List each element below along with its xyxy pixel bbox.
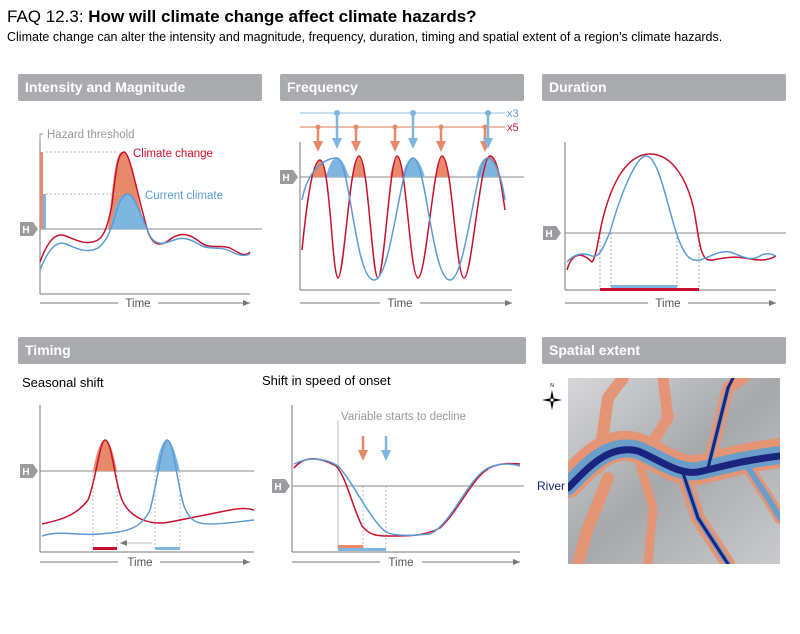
h-label-intensity: H — [22, 225, 29, 236]
sublabel-seasonal-shift: Seasonal shift — [22, 375, 104, 390]
intensity-current-curve — [39, 193, 251, 271]
seasonal-shift-panel: H Time — [20, 405, 255, 569]
hazard-h-marker-duration — [543, 226, 561, 240]
climate-change-label: Climate change — [133, 148, 213, 160]
hazard-h-marker-intensity — [20, 222, 38, 236]
hazard-h-marker-frequency — [280, 170, 298, 184]
h-label-seasonal: H — [22, 467, 29, 478]
panel-header-intensity: Intensity and Magnitude — [18, 74, 262, 101]
faq-number: FAQ 12.3: — [7, 7, 84, 26]
time-label-intensity: Time — [125, 298, 150, 310]
onset-climate-change-curve — [293, 458, 521, 537]
duration-current-curve — [566, 155, 777, 263]
seasonal-change-fill — [93, 440, 117, 471]
panel-header-frequency: Frequency — [280, 74, 524, 101]
spatial-annotations: N River — [537, 383, 565, 493]
onset-speed-panel: Variable starts to decline H Time — [272, 405, 524, 569]
frequency-panel: x3 x5 H — [280, 108, 524, 310]
faq-question: How will climate change affect climate h… — [88, 7, 477, 26]
frequency-current-fills — [326, 158, 498, 177]
time-label-seasonal: Time — [127, 557, 152, 569]
seasonal-current-curve — [41, 439, 255, 537]
current-climate-label: Current climate — [145, 190, 223, 202]
duration-change-bar — [600, 288, 699, 291]
hazard-threshold-label: Hazard threshold — [47, 129, 135, 141]
onset-change-arrow — [358, 436, 368, 461]
duration-current-bar — [611, 285, 677, 288]
onset-current-arrow — [381, 436, 391, 461]
compass-north-label: N — [550, 383, 554, 389]
hazard-h-marker-seasonal — [20, 464, 38, 478]
river-channel — [568, 378, 780, 564]
h-label-frequency: H — [282, 173, 289, 184]
time-label-onset: Time — [388, 557, 413, 569]
time-label-duration: Time — [655, 298, 680, 310]
river-label: River — [537, 479, 565, 493]
frequency-change-arrows — [313, 124, 490, 152]
time-label-frequency: Time — [387, 298, 412, 310]
panel-header-spatial: Spatial extent — [542, 337, 786, 364]
frequency-current-count: x3 — [507, 108, 519, 120]
duration-climate-change-curve — [566, 153, 777, 271]
intensity-panel: H Hazard threshold Climate change Curren… — [20, 129, 262, 310]
frequency-current-arrows — [332, 110, 493, 149]
seasonal-current-fill — [155, 440, 180, 471]
sublabel-speed-of-onset: Shift in speed of onset — [262, 373, 391, 388]
figure-title: FAQ 12.3: How will climate change affect… — [7, 6, 477, 28]
variable-decline-label: Variable starts to decline — [341, 411, 466, 423]
duration-panel: H Time — [543, 142, 786, 310]
onset-current-curve — [293, 458, 521, 537]
h-label-duration: H — [545, 229, 552, 240]
intensity-climate-change-curve — [39, 151, 251, 263]
figure-subtitle: Climate change can alter the intensity a… — [7, 30, 723, 44]
seasonal-climate-change-curve — [41, 439, 255, 525]
frequency-climate-change-curve — [301, 155, 506, 279]
compass-icon — [542, 390, 562, 410]
panel-header-timing: Timing — [18, 337, 526, 364]
spatial-extent-map — [568, 378, 780, 564]
hazard-h-marker-onset — [272, 479, 290, 493]
h-label-onset: H — [274, 482, 281, 493]
frequency-current-curve — [301, 157, 506, 281]
frequency-change-count: x5 — [507, 122, 519, 134]
panel-header-duration: Duration — [542, 74, 786, 101]
